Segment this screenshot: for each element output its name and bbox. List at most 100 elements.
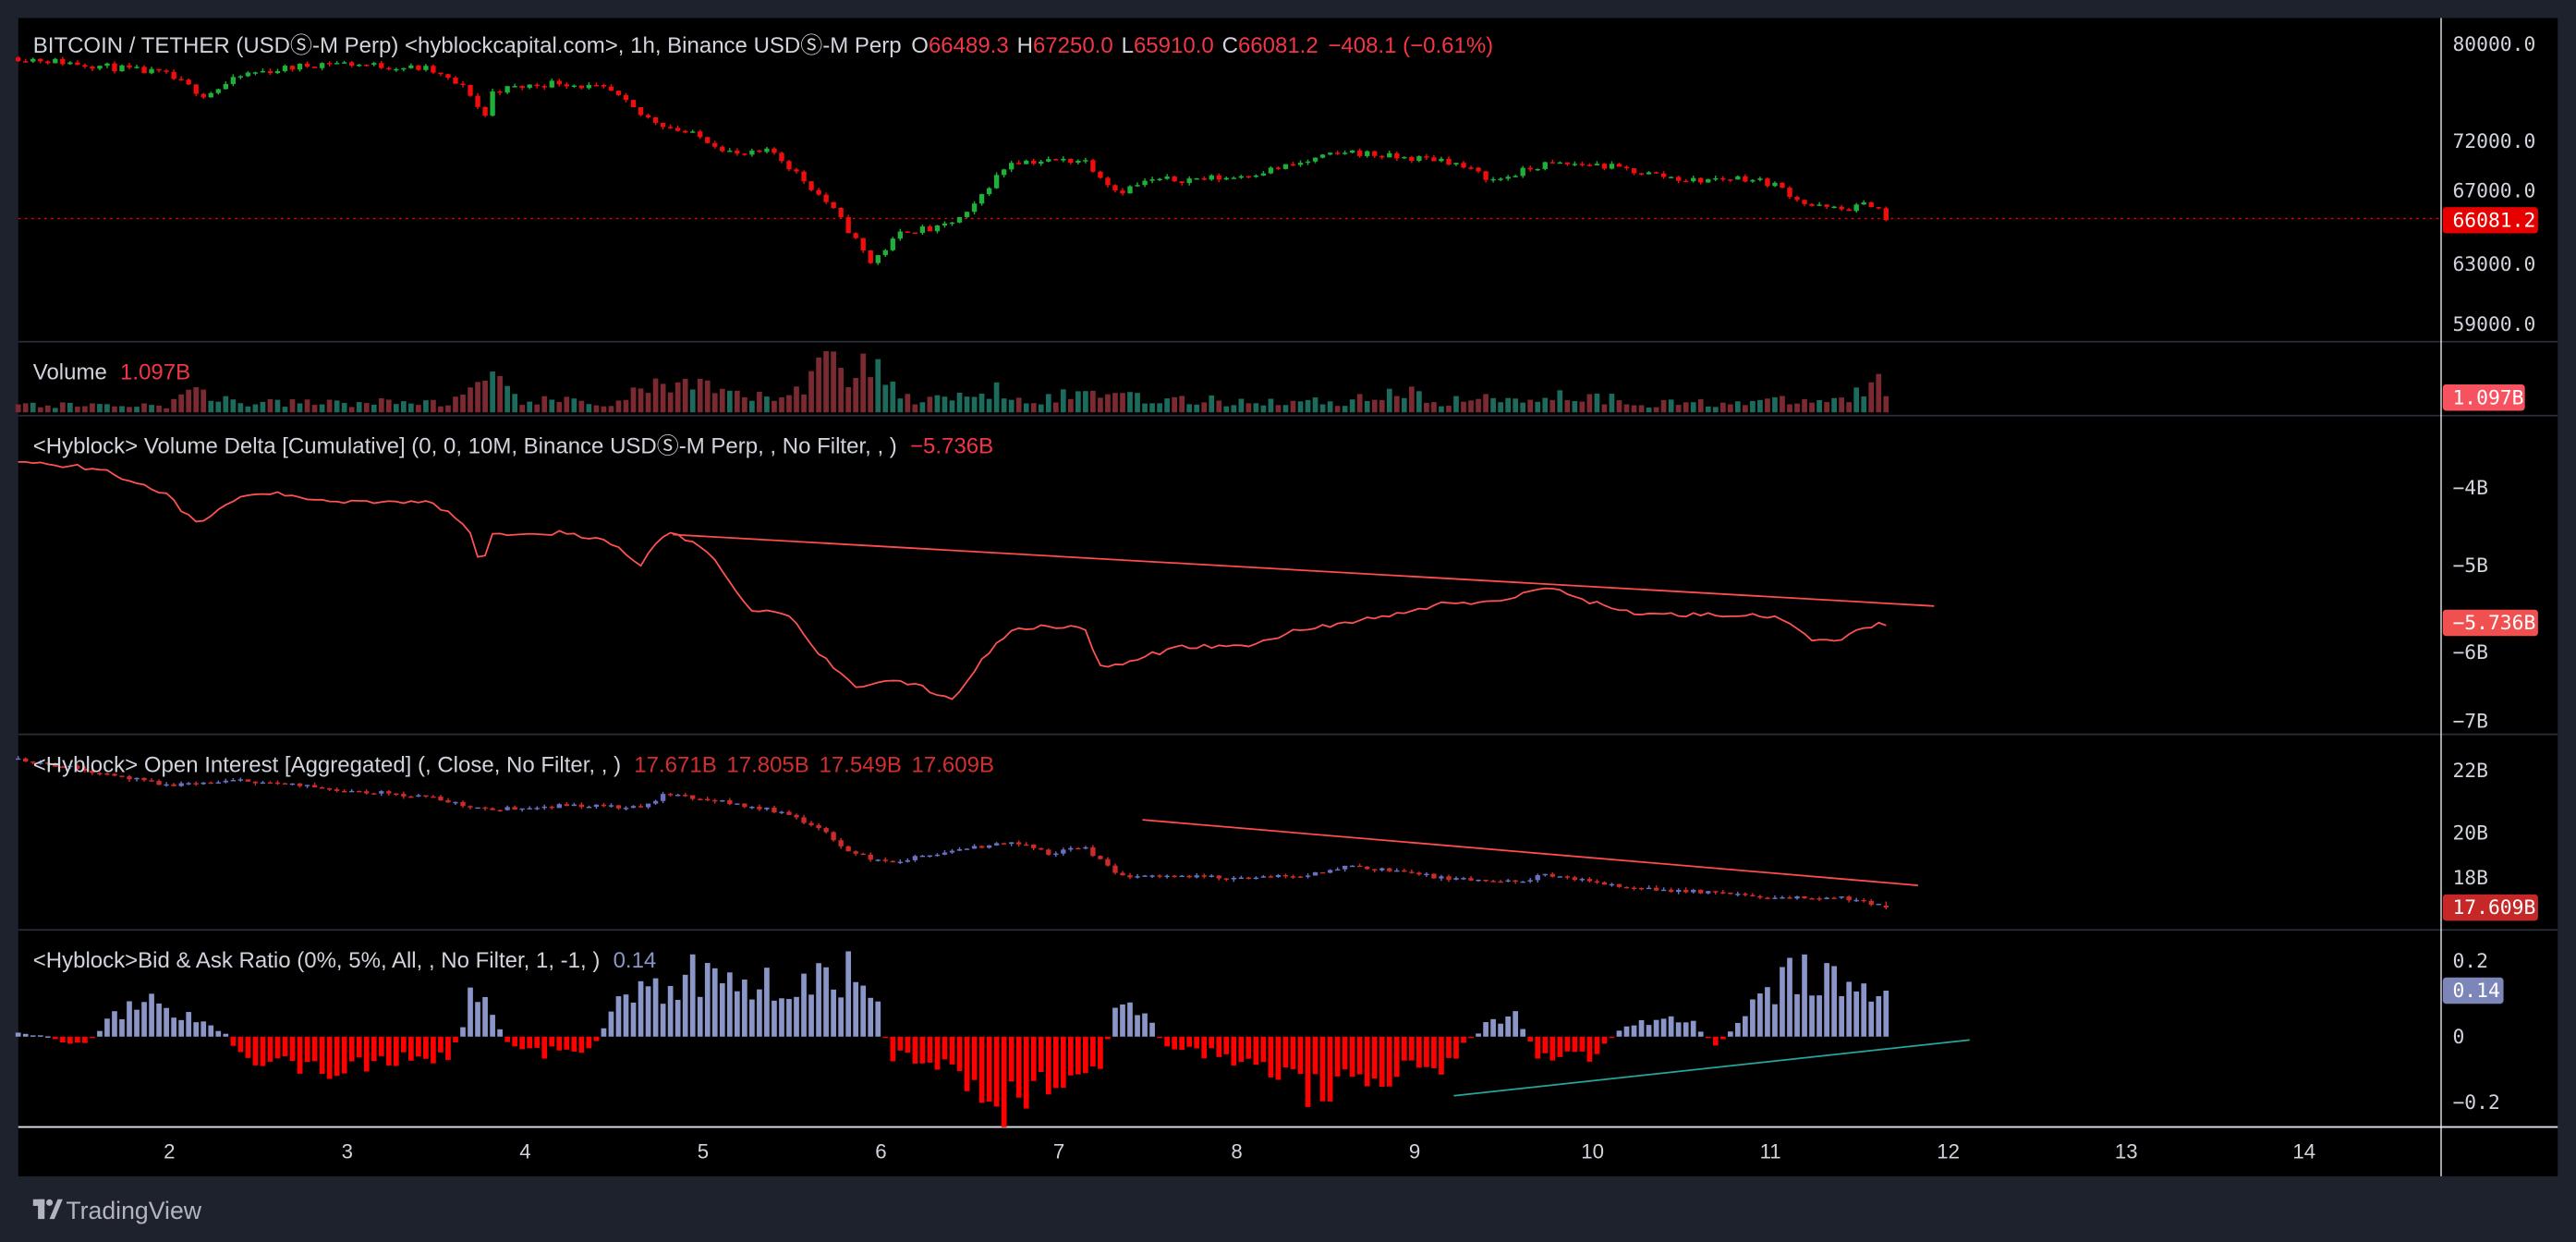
price-candle: [623, 94, 629, 101]
bid-ask-bar: [593, 1036, 600, 1041]
volume-bar: [1431, 402, 1437, 413]
bid-ask-legend[interactable]: <Hyblock>Bid & Ask Ratio (0%, 5%, All, ,…: [33, 948, 657, 973]
price-candle: [304, 63, 310, 67]
oi-candle: [386, 791, 392, 794]
bid-ask-label[interactable]: <Hyblock>Bid & Ask Ratio (0%, 5%, All, ,…: [33, 948, 601, 973]
oi-candle: [16, 758, 21, 761]
bid-ask-bar: [230, 1036, 237, 1046]
oi-candle: [1468, 878, 1474, 881]
bid-ask-bar: [1660, 1018, 1667, 1037]
symbol-title[interactable]: BITCOIN / TETHER (USDⓈ-M Perp) <hyblockc…: [33, 33, 902, 58]
volume-bar: [1623, 404, 1630, 413]
bid-ask-bar: [942, 1036, 948, 1060]
chart-canvas[interactable]: [18, 18, 2558, 1176]
price-candle: [30, 58, 36, 62]
price-candle: [816, 189, 821, 195]
low-value: 65910.0: [1134, 33, 1214, 58]
bid-ask-bar: [808, 994, 814, 1037]
volume-bar: [831, 351, 836, 413]
volume-legend[interactable]: Volume 1.097B: [33, 360, 190, 385]
time-axis-tick: 4: [519, 1139, 530, 1163]
bid-ask-bar: [1572, 1036, 1578, 1053]
oi-candle: [1876, 904, 1881, 906]
volume-bar: [44, 405, 51, 413]
oi-candle: [786, 811, 792, 815]
price-candle: [364, 65, 370, 67]
oi-candle: [1564, 876, 1570, 878]
oi-candle: [749, 806, 755, 809]
oi-candle: [1201, 875, 1207, 877]
volume-bar: [1446, 406, 1452, 413]
volume-bar: [1697, 398, 1704, 413]
volume-label[interactable]: Volume: [33, 360, 107, 385]
price-candle: [1876, 207, 1881, 209]
bid-ask-bar: [1409, 1036, 1415, 1061]
price-candle: [1275, 167, 1282, 169]
bid-ask-bar: [423, 1036, 429, 1059]
price-candle: [772, 148, 777, 153]
price-candle: [1253, 175, 1259, 177]
volume-bar: [1319, 404, 1326, 413]
volume-bar: [460, 395, 466, 413]
open-interest-legend[interactable]: <Hyblock> Open Interest [Aggregated] (, …: [33, 753, 994, 778]
open-interest-label[interactable]: <Hyblock> Open Interest [Aggregated] (, …: [33, 753, 621, 778]
bid-ask-bar: [75, 1036, 80, 1043]
volume-bar: [497, 375, 503, 413]
bid-ask-bar: [112, 1011, 117, 1037]
oi-axis-tick: 20B: [2452, 822, 2488, 845]
bid-ask-trendline: [1453, 1039, 1970, 1097]
volume-bar: [593, 405, 600, 413]
bid-ask-bar: [549, 1036, 555, 1047]
volume-bar: [1765, 398, 1770, 413]
volume-bar: [645, 393, 651, 413]
bid-ask-bar: [356, 1036, 362, 1058]
price-candle: [742, 153, 747, 155]
price-candle: [1594, 164, 1600, 165]
bid-ask-bar: [156, 1003, 162, 1037]
volume-bar: [586, 404, 592, 413]
volume-bar: [1334, 406, 1341, 413]
bid-ask-bar: [1342, 1036, 1348, 1070]
bid-ask-bar: [734, 991, 740, 1037]
volume-bar: [1660, 399, 1667, 413]
bid-ask-bar: [1586, 1036, 1593, 1062]
bid-ask-bar: [119, 1018, 125, 1037]
price-candle: [1780, 182, 1785, 189]
bid-ask-bar: [556, 1036, 563, 1051]
price-candle: [541, 86, 547, 88]
oi-candle: [252, 781, 259, 784]
oi-candle: [845, 846, 851, 852]
volume-delta-label[interactable]: <Hyblock> Volume Delta [Cumulative] (0, …: [33, 434, 897, 459]
bid-ask-bar: [541, 1036, 548, 1059]
oi-candle: [897, 861, 903, 863]
oi-candle: [1194, 875, 1199, 878]
oi-candle: [1572, 877, 1578, 881]
bid-ask-bar: [1105, 1036, 1111, 1040]
volume-bar: [652, 378, 659, 413]
tradingview-logo[interactable]: TradingView: [32, 1197, 202, 1224]
bid-ask-bar: [186, 1012, 192, 1037]
oi-candle: [134, 777, 140, 780]
volume-bar: [90, 403, 95, 413]
price-candle: [1527, 167, 1533, 170]
volume-bar: [341, 403, 347, 413]
volume-bar: [252, 404, 259, 413]
bid-ask-bar: [1461, 1036, 1466, 1043]
volume-delta-legend[interactable]: <Hyblock> Volume Delta [Cumulative] (0, …: [33, 434, 993, 459]
bid-ask-bar: [267, 1036, 273, 1062]
volume-bar: [1705, 406, 1711, 413]
bid-ask-bar: [527, 1036, 533, 1049]
bid-ask-value: 0.14: [614, 948, 657, 973]
bid-ask-bar: [882, 1036, 889, 1039]
volume-bar: [304, 399, 310, 413]
price-candle: [1016, 163, 1022, 164]
volume-bar: [1586, 394, 1593, 413]
volume-bar: [164, 408, 169, 413]
symbol-legend[interactable]: BITCOIN / TETHER (USDⓈ-M Perp) <hyblockc…: [33, 33, 1493, 58]
oi-candle: [1461, 878, 1466, 880]
bid-ask-bar: [1290, 1036, 1296, 1069]
volume-bar: [1023, 403, 1029, 413]
price-candle: [571, 85, 577, 87]
bid-ask-bar: [200, 1021, 207, 1037]
